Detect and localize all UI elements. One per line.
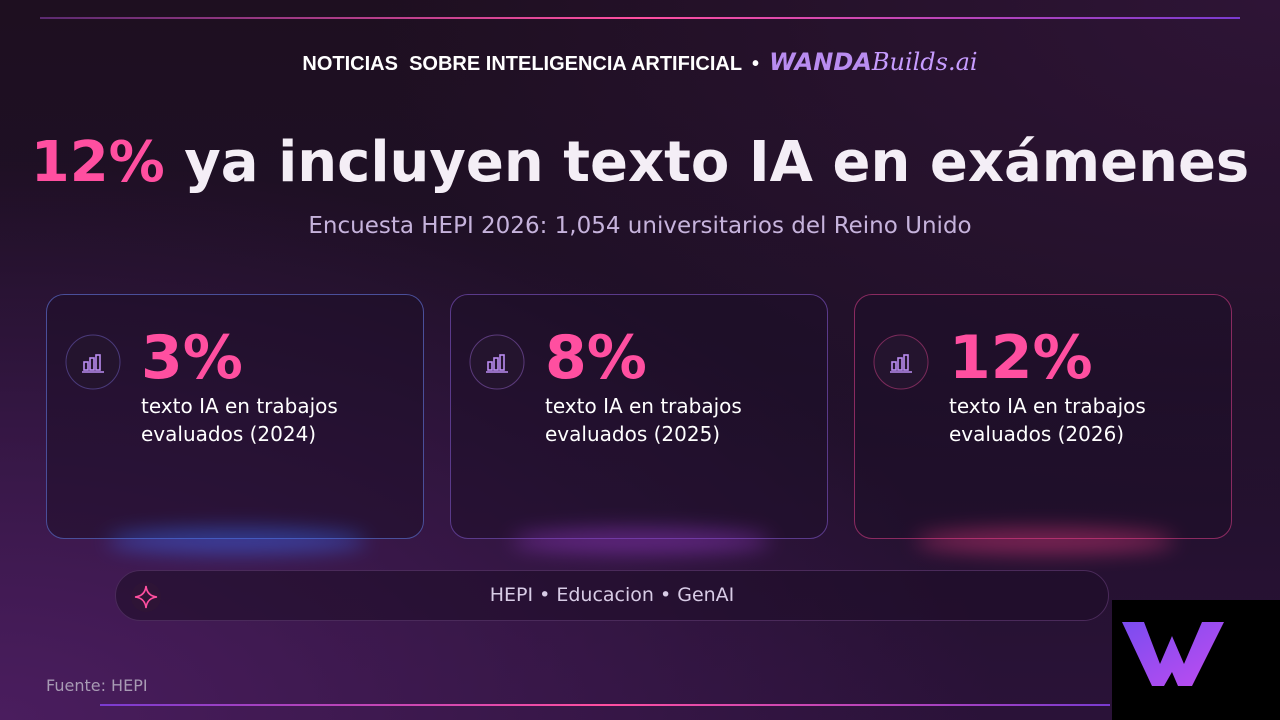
card-value: 3% — [141, 323, 243, 393]
card: 8% texto IA en trabajos evaluados (2025) — [450, 294, 828, 554]
glow — [511, 528, 771, 554]
separator: • — [752, 53, 760, 75]
label-line: evaluados (2025) — [545, 422, 721, 446]
label-line: evaluados (2024) — [141, 422, 317, 446]
label-line: texto IA en trabajos — [949, 394, 1146, 418]
card-value: 8% — [545, 323, 647, 393]
card-label: texto IA en trabajos evaluados (2026) — [949, 392, 1146, 448]
logo-mark — [1122, 622, 1224, 686]
icon — [65, 334, 121, 390]
card: 3% texto IA en trabajos evaluados (2024) — [46, 294, 424, 554]
star-icon — [131, 582, 161, 612]
section: NOTICIAS SOBRE INTELIGENCIA ARTIFICIAL — [302, 53, 743, 75]
title: 12% ya incluyen texto IA en exámenes — [0, 130, 1280, 195]
tags-bar: HEPI • Educacion • GenAI — [115, 570, 1109, 621]
icon — [873, 334, 929, 390]
source: Fuente: HEPI — [46, 676, 148, 695]
card-label: texto IA en trabajos evaluados (2025) — [545, 392, 742, 448]
card-label: texto IA en trabajos evaluados (2024) — [141, 392, 338, 448]
top-line — [40, 17, 1240, 19]
label-line: evaluados (2026) — [949, 422, 1125, 446]
card-value: 12% — [949, 323, 1093, 393]
label-line: texto IA en trabajos — [141, 394, 338, 418]
header: NOTICIAS SOBRE INTELIGENCIA ARTIFICIAL • W… — [0, 48, 1280, 76]
title-text: ya incluyen texto IA en exámenes — [184, 130, 1250, 195]
card: 12% texto IA en trabajos evaluados (2026) — [854, 294, 1232, 554]
label-line: texto IA en trabajos — [545, 394, 742, 418]
glow — [915, 528, 1175, 554]
brand: WANDA — [769, 48, 872, 76]
tags: HEPI • Educacion • GenAI — [489, 584, 735, 606]
brand-suffix: Builds.ai — [871, 48, 978, 76]
logo — [1112, 600, 1280, 720]
bottom-line — [100, 704, 1110, 706]
glow — [107, 528, 367, 554]
icon — [469, 334, 525, 390]
title-highlight: 12% — [30, 130, 165, 195]
subtitle: Encuesta HEPI 2026: 1,054 universitarios… — [308, 213, 972, 239]
